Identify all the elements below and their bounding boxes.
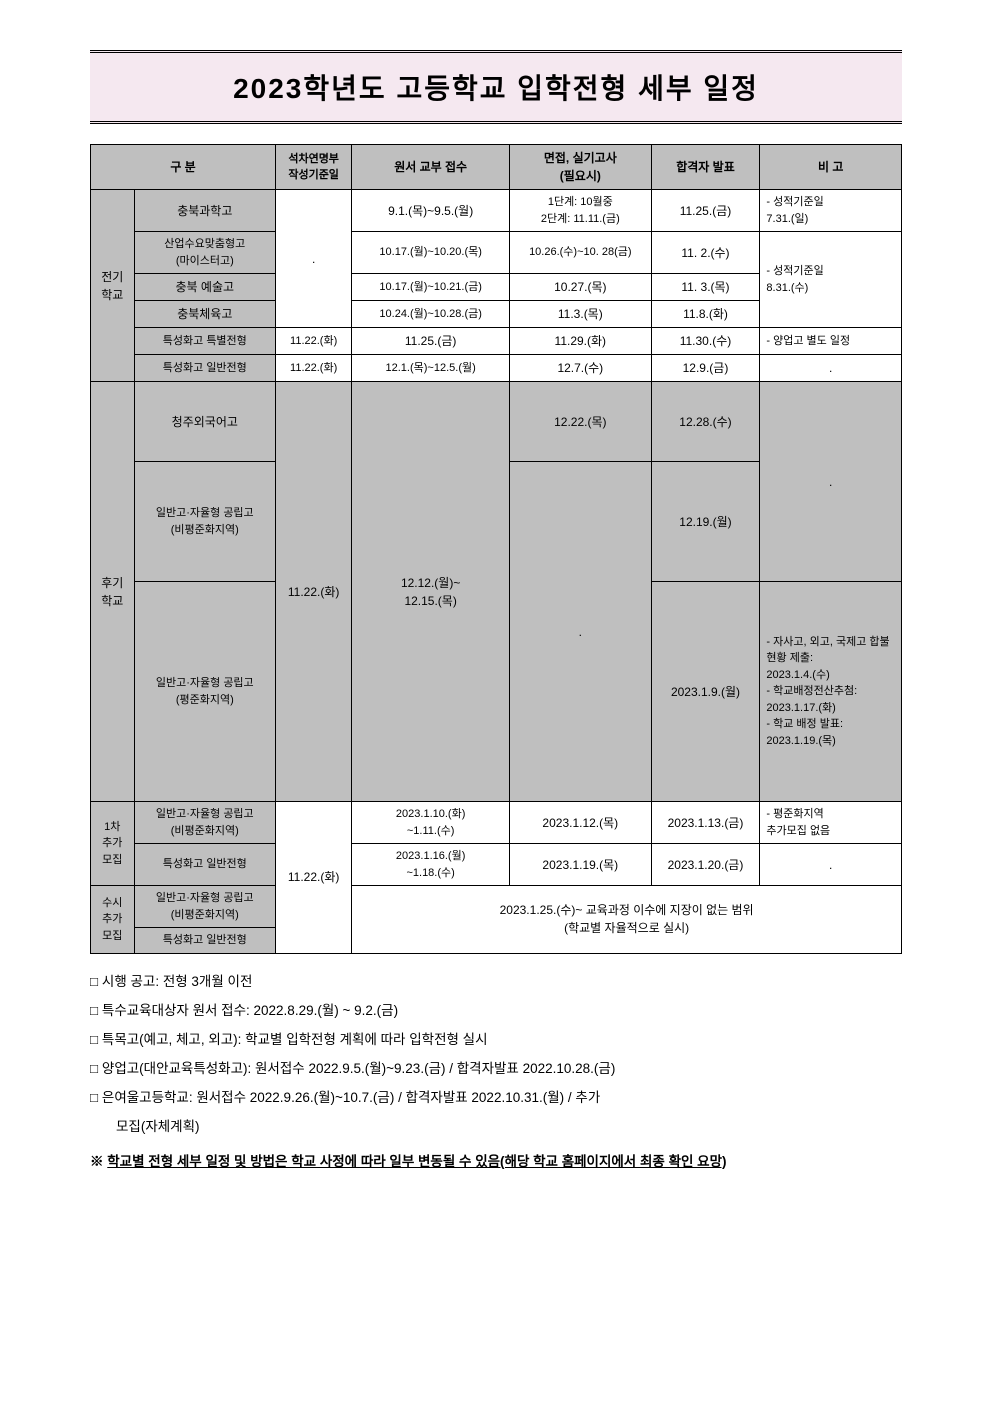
cell-school: 산업수요맞춤형고(마이스터고)	[134, 232, 276, 274]
cell-ann: 11.25.(금)	[651, 190, 760, 232]
cell-ann: 2023.1.13.(금)	[651, 802, 760, 844]
cell-app: 10.24.(월)~10.28.(금)	[352, 301, 510, 328]
cell-int: 2023.1.12.(목)	[510, 802, 652, 844]
cell-app: 9.1.(목)~9.5.(월)	[352, 190, 510, 232]
cell-int: 10.26.(수)~10. 28(금)	[510, 232, 652, 274]
cell-note: .	[760, 355, 902, 382]
cell-school: 일반고·자율형 공립고(비평준화지역)	[134, 886, 276, 928]
cell-school: 충북 예술고	[134, 274, 276, 301]
cell-note: - 성적기준일7.31.(일)	[760, 190, 902, 232]
cell-int: 1단계: 10월중2단계: 11.11.(금)	[510, 190, 652, 232]
group-rolling: 수시추가모집	[91, 886, 135, 954]
cell-app: 10.17.(월)~10.20.(목)	[352, 232, 510, 274]
notes-section: □ 시행 공고: 전형 3개월 이전 □ 특수교육대상자 원서 접수: 2022…	[90, 968, 902, 1140]
cell-ref: .	[276, 190, 352, 328]
cell-ann: 11.30.(수)	[651, 328, 760, 355]
cell-ref: 11.22.(화)	[276, 382, 352, 802]
cell-ann: 11. 2.(수)	[651, 232, 760, 274]
cell-int: 12.7.(수)	[510, 355, 652, 382]
warning-prefix: ※	[90, 1154, 107, 1169]
warning-line: ※ 학교별 전형 세부 일정 및 방법은 학교 사정에 따라 일부 변동될 수 …	[90, 1150, 902, 1170]
cell-ann: 12.28.(수)	[651, 382, 760, 462]
cell-school: 청주외국어고	[134, 382, 276, 462]
page-title-box: 2023학년도 고등학교 입학전형 세부 일정	[90, 50, 902, 124]
cell-int: 2023.1.19.(목)	[510, 844, 652, 886]
cell-school: 충북과학고	[134, 190, 276, 232]
cell-int: 11.3.(목)	[510, 301, 652, 328]
cell-school: 일반고·자율형 공립고(비평준화지역)	[134, 462, 276, 582]
cell-app: 11.25.(금)	[352, 328, 510, 355]
cell-int: 11.29.(화)	[510, 328, 652, 355]
cell-ann: 11.8.(화)	[651, 301, 760, 328]
schedule-table: 구 분 석차연명부작성기준일 원서 교부 접수 면접, 실기고사(필요시) 합격…	[90, 144, 902, 954]
note-line: □ 특목고(예고, 체고, 외고): 학교별 입학전형 계획에 따라 입학전형 …	[90, 1026, 902, 1053]
note-line: □ 양업고(대안교육특성화고): 원서접수 2022.9.5.(월)~9.23.…	[90, 1055, 902, 1082]
cell-note: .	[760, 844, 902, 886]
cell-int: 10.27.(목)	[510, 274, 652, 301]
cell-app: 2023.1.10.(화)~1.11.(수)	[352, 802, 510, 844]
cell-note: - 성적기준일8.31.(수)	[760, 232, 902, 328]
note-line: □ 은여울고등학교: 원서접수 2022.9.26.(월)~10.7.(금) /…	[90, 1084, 902, 1111]
th-int: 면접, 실기고사(필요시)	[510, 145, 652, 190]
cell-merged: 2023.1.25.(수)~ 교육과정 이수에 지장이 없는 범위(학교별 자율…	[352, 886, 902, 954]
cell-ann: 12.19.(월)	[651, 462, 760, 582]
group-late: 후기학교	[91, 382, 135, 802]
cell-school: 충북체육고	[134, 301, 276, 328]
page-title: 2023학년도 고등학교 입학전형 세부 일정	[90, 67, 902, 107]
th-category: 구 분	[91, 145, 276, 190]
cell-app: 12.1.(목)~12.5.(월)	[352, 355, 510, 382]
cell-note: - 평준화지역추가모집 없음	[760, 802, 902, 844]
warning-text: 학교별 전형 세부 일정 및 방법은 학교 사정에 따라 일부 변동될 수 있음…	[107, 1154, 726, 1169]
cell-note: .	[760, 382, 902, 582]
cell-app: 12.12.(월)~12.15.(목)	[352, 382, 510, 802]
cell-school: 특성화고 일반전형	[134, 844, 276, 886]
th-note: 비 고	[760, 145, 902, 190]
cell-note: - 자사고, 외고, 국제고 합불현황 제출:2023.1.4.(수)- 학교배…	[760, 582, 902, 802]
cell-ann: 12.9.(금)	[651, 355, 760, 382]
cell-ann: 2023.1.20.(금)	[651, 844, 760, 886]
cell-school: 특성화고 일반전형	[134, 355, 276, 382]
cell-app: 2023.1.16.(월)~1.18.(수)	[352, 844, 510, 886]
th-ref: 석차연명부작성기준일	[276, 145, 352, 190]
group-early: 전기학교	[91, 190, 135, 382]
cell-school: 일반고·자율형 공립고(평준화지역)	[134, 582, 276, 802]
cell-school: 특성화고 특별전형	[134, 328, 276, 355]
th-ann: 합격자 발표	[651, 145, 760, 190]
cell-ref: 11.22.(화)	[276, 355, 352, 382]
cell-school: 일반고·자율형 공립고(비평준화지역)	[134, 802, 276, 844]
th-app: 원서 교부 접수	[352, 145, 510, 190]
cell-ref: 11.22.(화)	[276, 802, 352, 954]
cell-int: .	[510, 462, 652, 802]
cell-ann: 2023.1.9.(월)	[651, 582, 760, 802]
cell-ann: 11. 3.(목)	[651, 274, 760, 301]
note-line: □ 특수교육대상자 원서 접수: 2022.8.29.(월) ~ 9.2.(금)	[90, 997, 902, 1024]
cell-school: 특성화고 일반전형	[134, 928, 276, 954]
cell-int: 12.22.(목)	[510, 382, 652, 462]
note-line: □ 시행 공고: 전형 3개월 이전	[90, 968, 902, 995]
group-r1: 1차추가모집	[91, 802, 135, 886]
cell-ref: 11.22.(화)	[276, 328, 352, 355]
cell-app: 10.17.(월)~10.21.(금)	[352, 274, 510, 301]
cell-note: - 양업고 별도 일정	[760, 328, 902, 355]
note-line: 모집(자체계획)	[90, 1113, 902, 1140]
